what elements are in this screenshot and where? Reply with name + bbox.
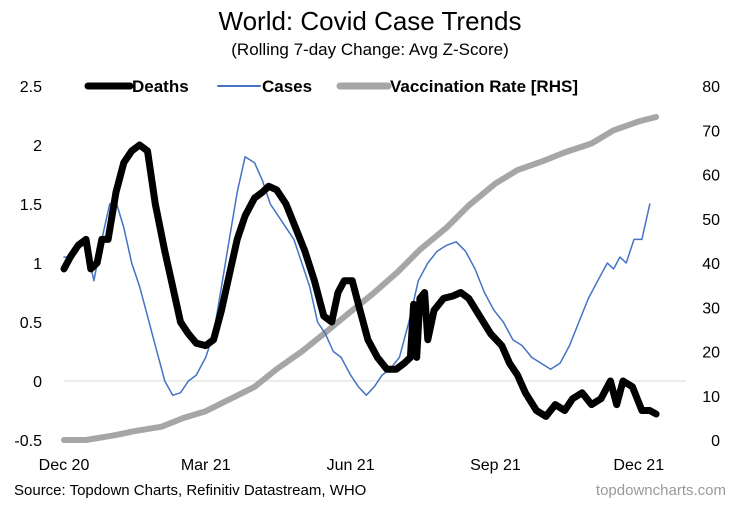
cases-legend-label: Cases [262, 77, 312, 96]
x-tick-label: Jun 21 [327, 457, 375, 474]
y-left-tick-label: 0.5 [20, 315, 42, 332]
y-left-axis: 2.5 2 1.5 1 0.5 0 -0.5 [14, 79, 42, 450]
legend: Deaths Cases Vaccination Rate [RHS] [84, 77, 578, 96]
deaths-series-line [60, 141, 660, 420]
x-tick-label: Sep 21 [470, 457, 521, 474]
y-right-tick-label: 30 [702, 300, 720, 317]
y-right-tick-label: 0 [711, 433, 720, 450]
series-group [60, 114, 660, 443]
y-right-axis: 80 70 60 50 40 30 20 10 0 [702, 79, 720, 450]
brand-watermark: topdowncharts.com [595, 482, 726, 499]
x-tick-label: Dec 20 [39, 457, 90, 474]
deaths-legend-label: Deaths [132, 77, 189, 96]
y-right-tick-label: 40 [702, 256, 720, 273]
y-right-tick-label: 50 [702, 212, 720, 229]
y-left-tick-label: 2 [33, 138, 42, 155]
y-right-tick-label: 10 [702, 389, 720, 406]
y-right-tick-label: 20 [702, 345, 720, 362]
chart-subtitle: (Rolling 7-day Change: Avg Z-Score) [231, 40, 509, 59]
y-left-tick-label: 0 [33, 374, 42, 391]
x-tick-label: Mar 21 [181, 457, 231, 474]
x-tick-label: Dec 21 [613, 457, 664, 474]
y-left-tick-label: 1 [33, 256, 42, 273]
y-left-tick-label: 1.5 [20, 197, 42, 214]
x-axis: Dec 20 Mar 21 Jun 21 Sep 21 Dec 21 [39, 457, 665, 474]
vaccination-rate-rhs-legend-label: Vaccination Rate [RHS] [390, 77, 578, 96]
y-left-tick-label: -0.5 [14, 433, 42, 450]
source-note: Source: Topdown Charts, Refinitiv Datast… [14, 482, 367, 499]
cases-series-line [63, 156, 651, 396]
y-right-tick-label: 60 [702, 168, 720, 185]
y-right-tick-label: 70 [702, 123, 720, 140]
y-left-tick-label: 2.5 [20, 79, 42, 96]
chart-title: World: Covid Case Trends [218, 6, 522, 36]
y-right-tick-label: 80 [702, 79, 720, 96]
